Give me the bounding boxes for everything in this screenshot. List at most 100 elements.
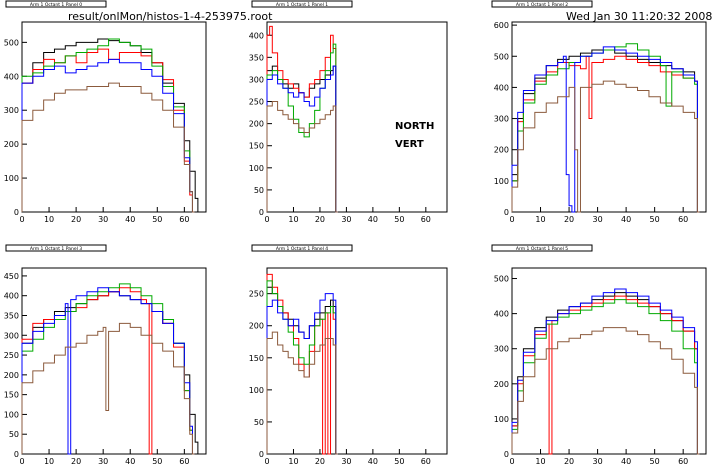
y-tick-label: 400 — [249, 31, 264, 40]
panel-title-box — [491, 244, 593, 252]
plot-frame — [21, 267, 207, 455]
y-tick-label: 50 — [9, 430, 19, 439]
panel-0: Arm 1 Octant 1 Panel 0 0 100 200 300 400 500 0 1… — [4, 0, 207, 224]
north-label: NORTH — [395, 121, 435, 132]
y-tick-label: 150 — [4, 391, 19, 400]
x-tick-label: 40 — [125, 215, 135, 224]
series-line-4 — [266, 101, 338, 213]
y-tick-label: 0 — [14, 208, 19, 217]
panel-title: Arm 1 Octant 1 Panel 4 — [276, 246, 328, 252]
series-line-3 — [266, 65, 338, 213]
y-tick-label: 350 — [4, 311, 19, 320]
y-tick-label: 0 — [259, 208, 264, 217]
series-line-0 — [266, 65, 338, 213]
panel-1: Arm 1 Octant 1 Panel 1050100150200250300… — [249, 0, 448, 224]
x-tick-label: 40 — [125, 457, 135, 464]
panel-title-box — [251, 244, 353, 252]
y-tick-label: 600 — [494, 21, 509, 30]
y-tick-label: 300 — [4, 331, 19, 340]
x-tick-label: 20 — [564, 215, 574, 224]
x-tick-label: 40 — [621, 457, 631, 464]
panel-2: Arm 1 Octant 1 Panel 2010020030040050060… — [491, 0, 707, 224]
series-line-4 — [21, 82, 195, 213]
x-tick-label: 60 — [179, 215, 189, 224]
x-tick-label: 60 — [421, 457, 431, 464]
x-tick-label: 20 — [315, 215, 325, 224]
y-tick-label: 200 — [249, 322, 264, 331]
plot-frame — [266, 267, 448, 455]
series-line-3 — [266, 293, 338, 455]
panel-title: Arm 1 Octant 1 Panel 2 — [516, 2, 568, 8]
y-tick-label: 400 — [494, 310, 509, 319]
series-line-4 — [266, 331, 338, 455]
x-tick-label: 0 — [19, 457, 24, 464]
y-tick-label: 300 — [494, 345, 509, 354]
x-tick-label: 30 — [98, 215, 108, 224]
x-tick-label: 30 — [592, 215, 602, 224]
panel-3: Arm 1 Octant 1 Panel 3050100150200250300… — [4, 244, 207, 464]
x-tick-label: 60 — [421, 215, 431, 224]
y-tick-label: 400 — [4, 72, 19, 81]
panel-title: Arm 1 Octant 1 Panel 1 — [276, 2, 328, 8]
series-line-3 — [511, 46, 700, 213]
y-tick-label: 100 — [4, 174, 19, 183]
panel-title-box — [5, 244, 107, 252]
panel-title: Arm 1 Octant 1 Panel 3 — [30, 246, 82, 252]
x-tick-label: 50 — [394, 457, 404, 464]
y-tick-label: 150 — [249, 354, 264, 363]
timestamp-label: Wed Jan 30 11:20:32 2008 — [566, 10, 713, 23]
y-tick-label: 450 — [4, 272, 19, 281]
y-tick-label: 50 — [254, 418, 264, 427]
y-tick-label: 200 — [494, 146, 509, 155]
panel-title-box — [491, 0, 593, 8]
file-path-label: result/onlMon/histos-1-4-253975.root — [68, 10, 273, 23]
series-line-4 — [21, 322, 195, 455]
x-tick-label: 30 — [592, 457, 602, 464]
y-tick-label: 200 — [494, 380, 509, 389]
x-tick-label: 10 — [44, 215, 54, 224]
y-tick-label: 500 — [494, 52, 509, 61]
plot-frame — [21, 21, 207, 213]
x-tick-label: 0 — [264, 215, 269, 224]
x-tick-label: 10 — [288, 215, 298, 224]
y-tick-label: 300 — [494, 115, 509, 124]
y-tick-label: 200 — [249, 120, 264, 129]
x-tick-label: 10 — [535, 457, 545, 464]
series-line-0 — [21, 291, 200, 455]
panel-title: Arm 1 Octant 1 Panel 0 — [30, 2, 82, 8]
y-tick-label: 500 — [494, 275, 509, 284]
y-tick-label: 350 — [249, 53, 264, 62]
y-tick-label: 250 — [249, 290, 264, 299]
x-tick-label: 60 — [179, 457, 189, 464]
x-tick-label: 10 — [288, 457, 298, 464]
plot-frame — [511, 21, 707, 213]
series-line-3 — [21, 58, 195, 213]
x-tick-label: 20 — [71, 457, 81, 464]
y-tick-label: 250 — [249, 98, 264, 107]
x-tick-label: 50 — [650, 457, 660, 464]
series-line-1 — [511, 295, 700, 455]
y-tick-label: 500 — [4, 38, 19, 47]
x-tick-label: 20 — [315, 457, 325, 464]
panel-title: Arm 1 Octant 1 Panel 5 — [516, 246, 568, 252]
x-tick-label: 10 — [44, 457, 54, 464]
y-tick-label: 100 — [249, 386, 264, 395]
x-tick-label: 60 — [678, 457, 688, 464]
series-line-4 — [511, 327, 700, 455]
x-tick-label: 30 — [341, 457, 351, 464]
x-tick-label: 20 — [564, 457, 574, 464]
y-tick-label: 100 — [494, 177, 509, 186]
series-line-4 — [511, 80, 700, 213]
x-tick-label: 0 — [19, 215, 24, 224]
vert-label: VERT — [395, 139, 424, 150]
y-tick-label: 400 — [494, 83, 509, 92]
x-tick-label: 40 — [368, 215, 378, 224]
x-tick-label: 0 — [264, 457, 269, 464]
y-tick-label: 200 — [4, 371, 19, 380]
y-tick-label: 0 — [504, 450, 509, 459]
y-tick-label: 50 — [254, 186, 264, 195]
series-line-1 — [266, 25, 338, 213]
x-tick-label: 0 — [509, 457, 514, 464]
y-tick-label: 300 — [249, 75, 264, 84]
